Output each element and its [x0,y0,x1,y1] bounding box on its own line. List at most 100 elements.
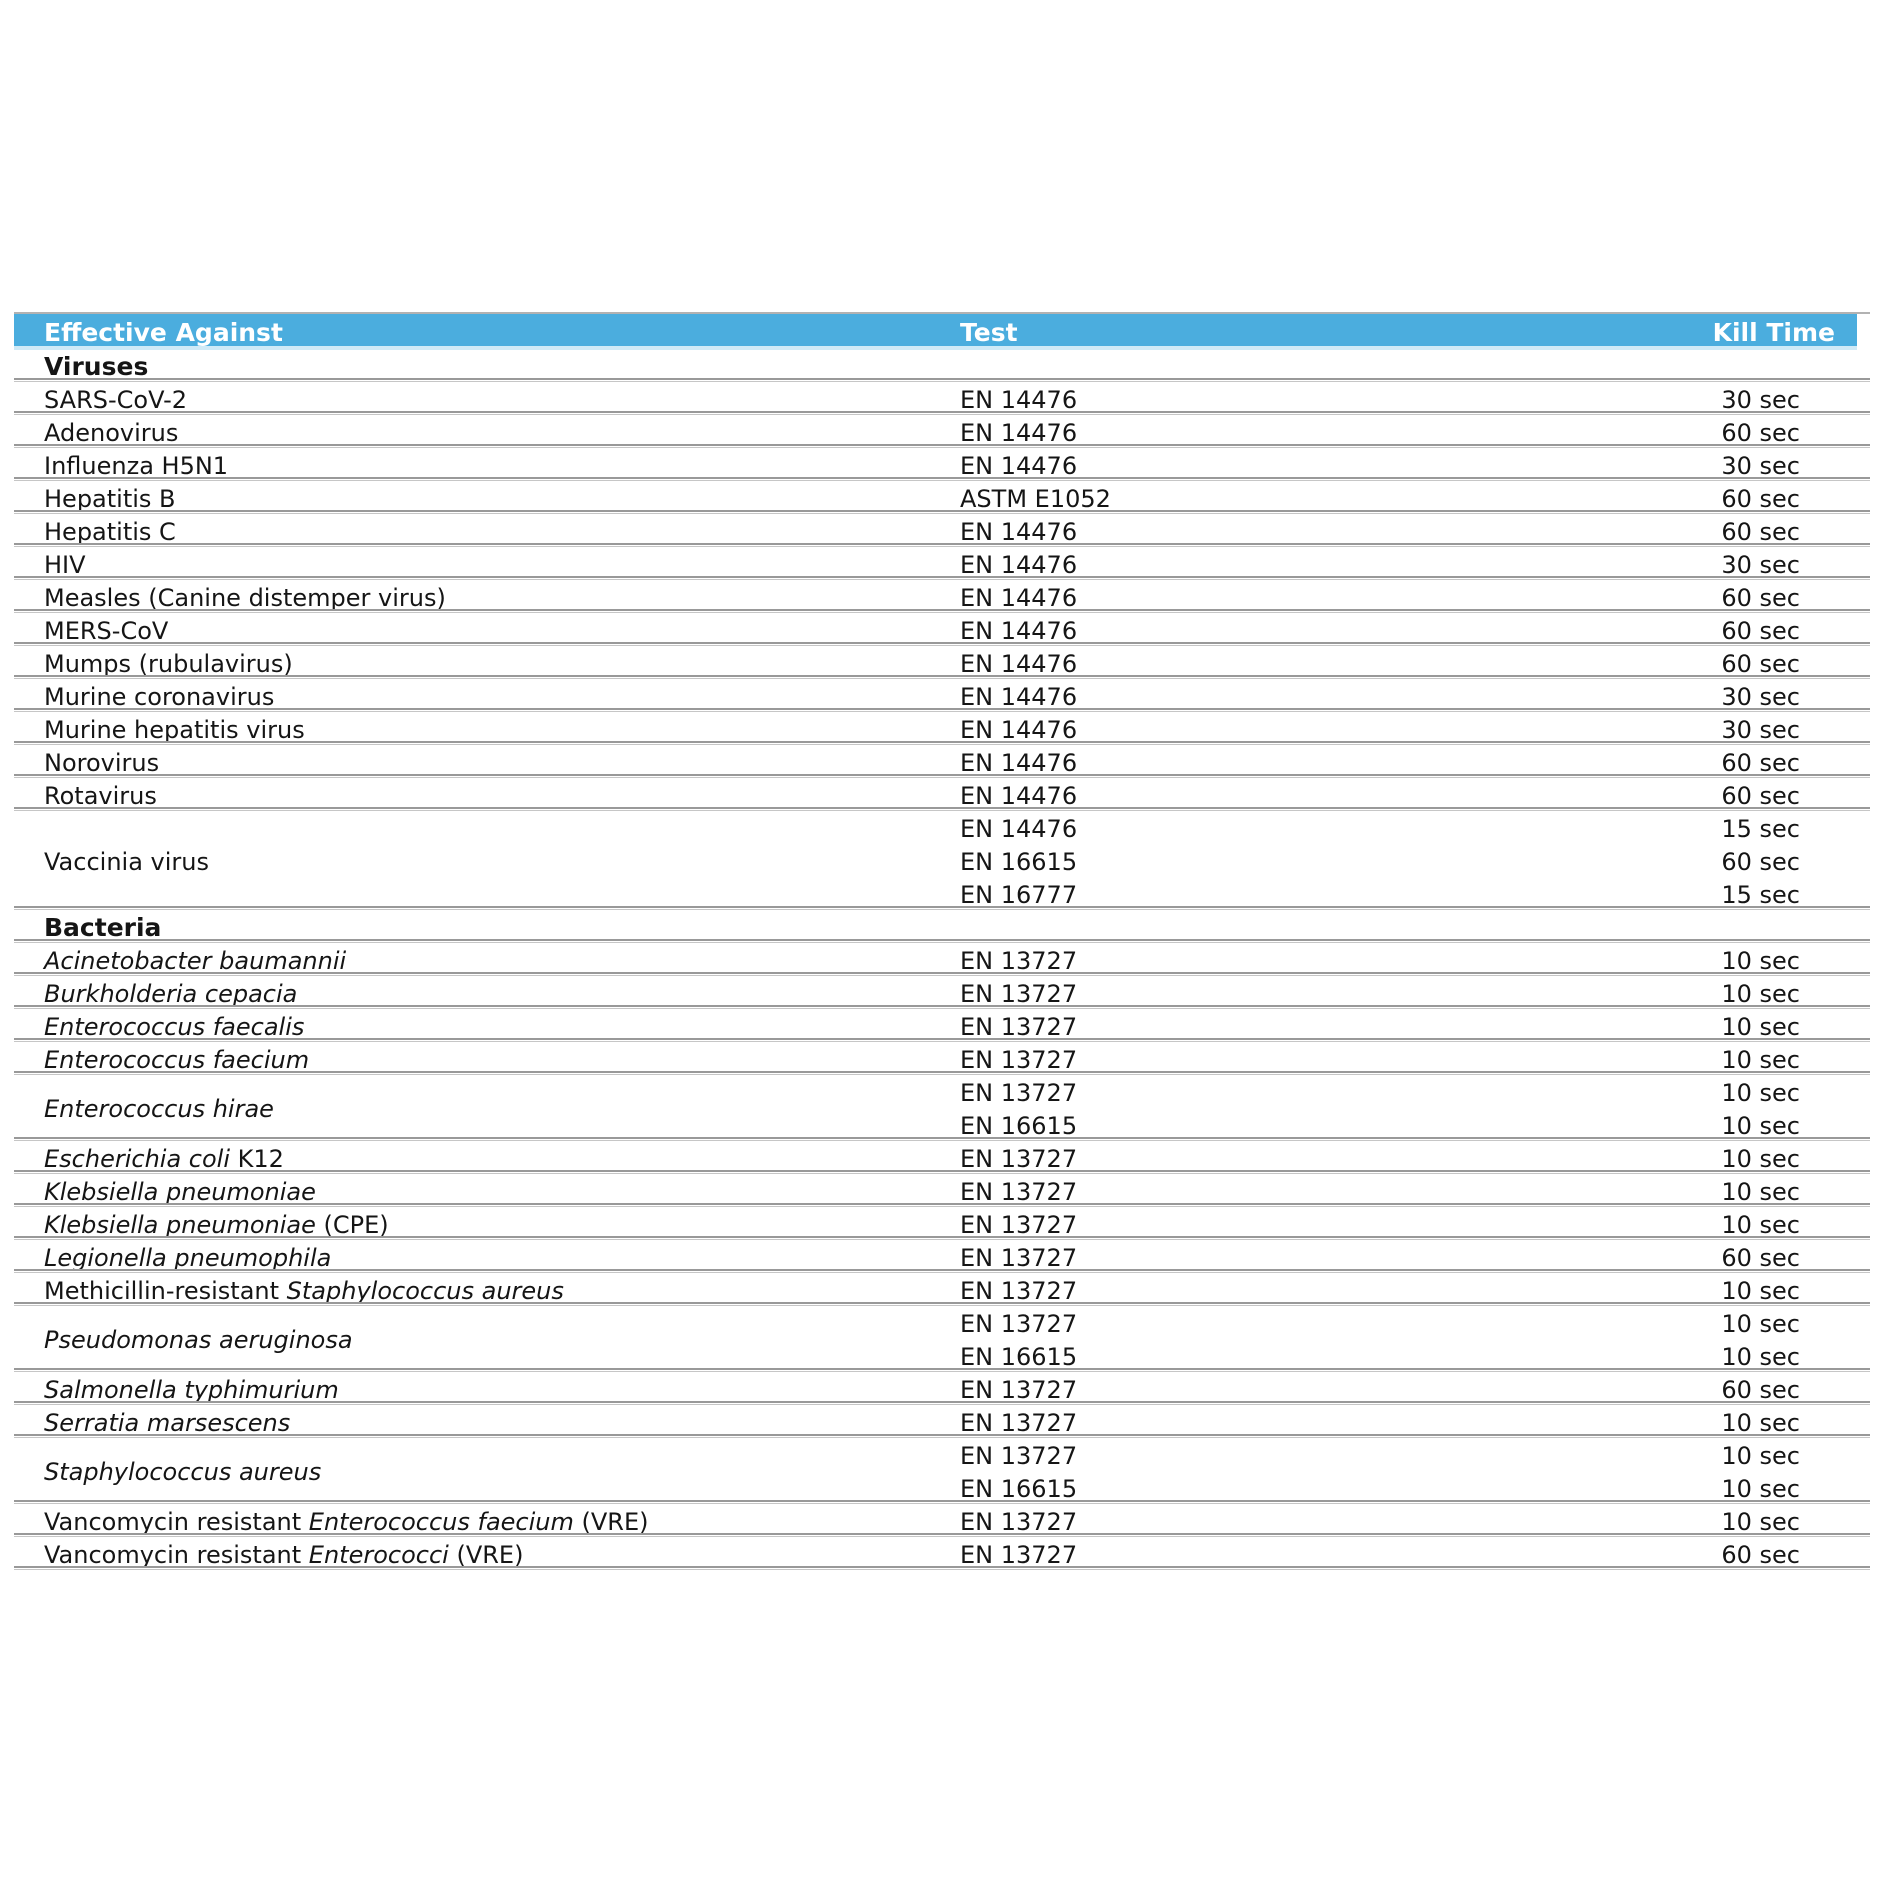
organism-name-text: Rotavirus [44,782,157,810]
name-segment: MERS-CoV [44,616,169,645]
test-lines: EN 14476 60 sec [960,614,1870,647]
kill-time: 10 sec [1721,1078,1800,1107]
organism-name-text: SARS-CoV-2 [44,386,187,414]
species-italic-segment: Serratia marsescens [44,1408,291,1437]
organism-name-text: MERS-CoV [44,617,168,645]
section-header: Bacteria [14,911,1870,944]
organism-name: Vaccinia virus [14,812,960,911]
table-row: MERS-CoV EN 14476 60 sec [14,614,1870,647]
kill-time: 60 sec [1721,583,1800,612]
organism-name-text: HIV [44,551,86,579]
test-standard: EN 14476 [960,781,1078,810]
test-standard: EN 13727 [960,979,1078,1008]
test-standard: EN 14476 [960,748,1078,777]
kill-time: 60 sec [1721,517,1800,546]
organism-name: Burkholderia cepacia [14,977,960,1010]
test-standard: EN 14476 [960,814,1078,843]
test-lines: ASTM E1052 60 sec [960,482,1870,515]
organism-name: Norovirus [14,746,960,779]
test-standard: EN 14476 [960,649,1078,678]
organism-name: Influenza H5N1 [14,449,960,482]
name-segment: Methicillin-resistant [44,1276,287,1305]
test-lines: EN 13727 10 sec [960,1010,1870,1043]
test-standard: EN 16615 [960,1342,1078,1371]
table-row: Escherichia coli K12 EN 13727 10 sec [14,1142,1870,1175]
table-row: Murine coronavirus EN 14476 30 sec [14,680,1870,713]
test-lines: EN 13727 10 sec [960,1208,1870,1241]
organism-name-text: Serratia marsescens [44,1409,290,1437]
test-standard: EN 13727 [960,1078,1078,1107]
kill-time: 30 sec [1721,550,1800,579]
table-body: Viruses SARS-CoV-2 EN 14476 30 sec Adenoviru… [14,350,1870,1571]
test-standard: EN 16615 [960,847,1078,876]
test-line: EN 14476 30 sec [960,680,1870,713]
name-segment: Hepatitis B [44,484,176,513]
kill-time: 60 sec [1721,847,1800,876]
organism-name-text: Methicillin-resistant Staphylococcus aur… [44,1277,564,1305]
kill-time: 60 sec [1721,1375,1800,1404]
table-header-row: Effective Against Test Kill Time [14,314,1857,350]
species-italic-segment: Klebsiella pneumoniae [44,1177,316,1206]
test-line: EN 16777 15 sec [960,878,1870,911]
test-line: EN 13727 10 sec [960,1406,1870,1439]
kill-time: 10 sec [1721,1276,1800,1305]
table-row: Enterococcus faecalis EN 13727 10 sec [14,1010,1870,1043]
test-line: EN 14476 30 sec [960,449,1870,482]
name-segment: Adenovirus [44,418,179,447]
test-lines: EN 13727 60 sec [960,1538,1870,1571]
name-segment: Murine coronavirus [44,682,275,711]
test-lines: EN 13727 60 sec [960,1241,1870,1274]
kill-time: 10 sec [1721,1441,1800,1470]
kill-time: 30 sec [1721,385,1800,414]
species-italic-segment: Staphylococcus aureus [44,1458,322,1486]
test-standard: EN 13727 [960,1540,1078,1569]
kill-time: 10 sec [1721,1144,1800,1173]
test-lines: EN 14476 60 sec [960,647,1870,680]
organism-name: Mumps (rubulavirus) [14,647,960,680]
table-row: Vancomycin resistant Enterococci (VRE) EN… [14,1538,1870,1571]
species-italic-segment: Escherichia coli [44,1144,230,1173]
organism-name: Hepatitis B [14,482,960,515]
test-lines: EN 14476 60 sec [960,779,1870,812]
test-standard: EN 13727 [960,1375,1078,1404]
efficacy-table: Effective Against Test Kill Time Viruses… [14,312,1870,1571]
test-line: EN 13727 10 sec [960,1142,1870,1175]
test-line: EN 14476 30 sec [960,713,1870,746]
organism-name: Enterococcus faecalis [14,1010,960,1043]
organism-name: Vancomycin resistant Enterococci (VRE) [14,1538,960,1571]
kill-time: 10 sec [1721,1507,1800,1536]
column-header-test: Test [960,317,1018,347]
test-line: EN 13727 10 sec [960,1076,1870,1109]
kill-time: 30 sec [1721,682,1800,711]
table-row: Acinetobacter baumannii EN 13727 10 sec [14,944,1870,977]
kill-time: 60 sec [1721,484,1800,513]
test-lines: EN 14476 60 sec [960,746,1870,779]
test-lines: EN 14476 60 sec [960,581,1870,614]
organism-name-text: Legionella pneumophila [44,1244,331,1272]
species-italic-segment: Enterococcus faecium [44,1045,310,1074]
organism-name: HIV [14,548,960,581]
kill-time: 60 sec [1721,616,1800,645]
table-row: Vancomycin resistant Enterococcus faeciu… [14,1505,1870,1538]
kill-time: 10 sec [1721,979,1800,1008]
test-standard: EN 14476 [960,451,1078,480]
organism-name: Methicillin-resistant Staphylococcus aur… [14,1274,960,1307]
kill-time: 60 sec [1721,748,1800,777]
organism-name-text: Enterococcus hirae [44,1095,274,1123]
organism-name-text: Murine hepatitis virus [44,716,305,744]
organism-name: Adenovirus [14,416,960,449]
test-lines: EN 13727 10 sec [960,1505,1870,1538]
test-standard: EN 13727 [960,1045,1078,1074]
test-line: EN 13727 10 sec [960,1439,1870,1472]
test-standard: EN 16777 [960,880,1078,909]
test-standard: EN 14476 [960,616,1078,645]
test-line: EN 14476 60 sec [960,581,1870,614]
organism-name: Hepatitis C [14,515,960,548]
table-top-border [14,312,1870,314]
test-line: EN 14476 30 sec [960,383,1870,416]
test-standard: EN 13727 [960,1408,1078,1437]
name-segment: Vancomycin resistant [44,1507,309,1536]
test-lines: EN 13727 60 sec [960,1373,1870,1406]
organism-name-text: Enterococcus faecalis [44,1013,304,1041]
column-header-kill-time: Kill Time [1712,317,1835,347]
